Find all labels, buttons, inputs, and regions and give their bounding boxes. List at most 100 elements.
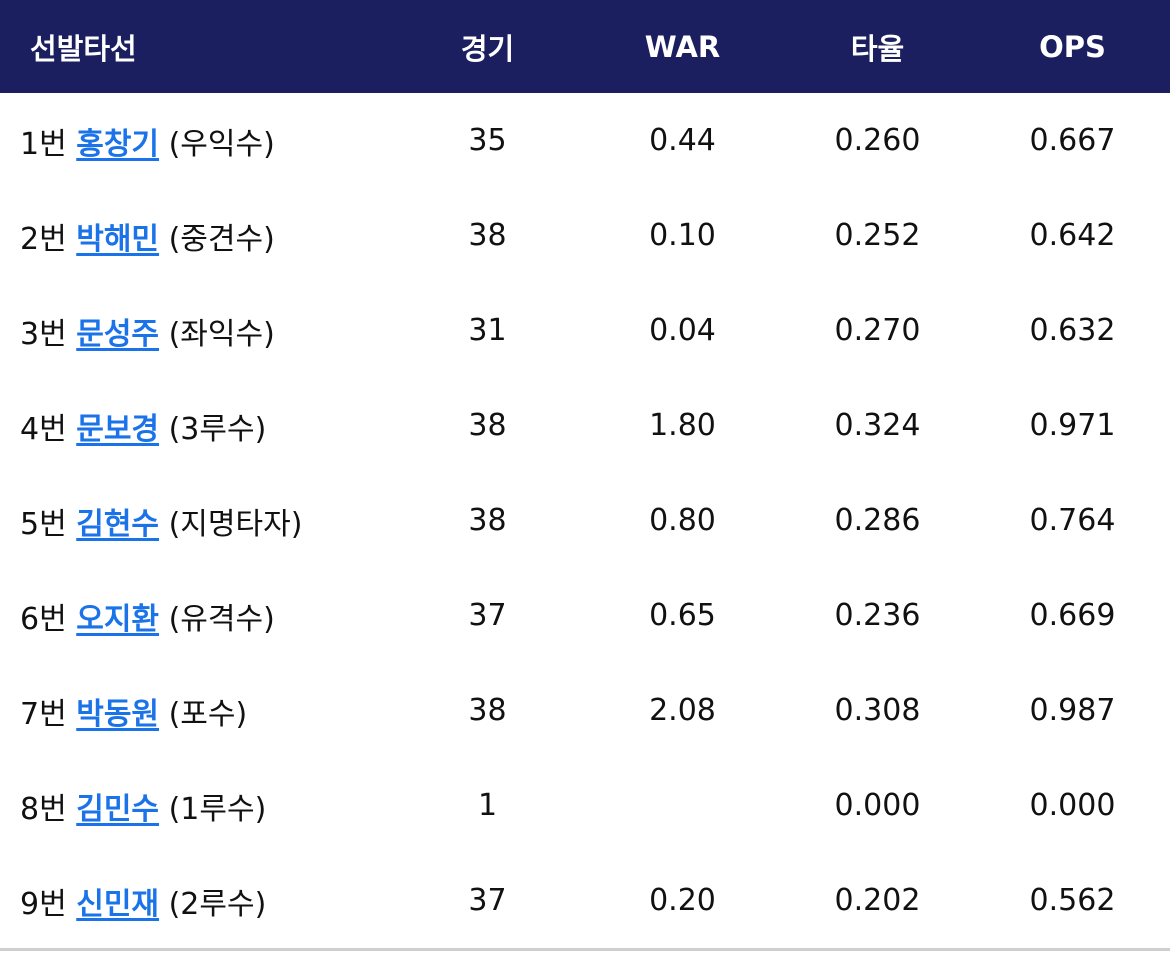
player-link[interactable]: 문성주 [76, 316, 160, 352]
stat-cell: 0.667 [975, 123, 1170, 158]
player-link[interactable]: 박동원 [76, 696, 160, 732]
stat-avg: 0.236 [834, 598, 921, 633]
stat-cell: 0.65 [585, 598, 780, 633]
stat-avg: 0.270 [834, 313, 921, 348]
stat-cell: 0.324 [780, 408, 975, 443]
header-cell: OPS [1039, 29, 1106, 64]
position: (1루수) [168, 791, 267, 827]
player-row: 5번 김현수 (지명타자) 38 0.80 0.286 0.764 [0, 473, 1170, 568]
player-row: 4번 문보경 (3루수) 38 1.80 0.324 0.971 [0, 378, 1170, 473]
stat-cell: 0.202 [780, 883, 975, 918]
header-cell: WAR [644, 29, 721, 64]
batting-order: 6번 [20, 601, 67, 637]
stat-avg: 0.286 [834, 503, 921, 538]
stat-cell: 38 [390, 408, 585, 443]
stat-cell: 35 [390, 123, 585, 158]
stat-ops: 0.000 [1029, 788, 1116, 823]
stat-cell: 0.04 [585, 313, 780, 348]
stat-cell: 37 [390, 883, 585, 918]
player-cell: 2번 박해민 (중견수) [0, 214, 390, 258]
stat-cell: 0.44 [585, 123, 780, 158]
stat-cell: 0.286 [780, 503, 975, 538]
player-link[interactable]: 신민재 [76, 886, 160, 922]
player-link[interactable]: 박해민 [76, 221, 160, 257]
stat-cell: 0.10 [585, 218, 780, 253]
stat-cell: 0.252 [780, 218, 975, 253]
stat-cell: 0.236 [780, 598, 975, 633]
player-link[interactable]: 김현수 [76, 506, 160, 542]
position: (유격수) [168, 601, 275, 637]
player-link[interactable]: 문보경 [76, 411, 160, 447]
player-cell: 7번 박동원 (포수) [0, 689, 390, 733]
stat-cell: 0.562 [975, 883, 1170, 918]
player-link[interactable]: 오지환 [76, 601, 160, 637]
player-row: 3번 문성주 (좌익수) 31 0.04 0.270 0.632 [0, 283, 1170, 378]
player-cell: 9번 신민재 (2루수) [0, 879, 390, 923]
stat-cell: 0.632 [975, 313, 1170, 348]
stat-cell: 2.08 [585, 693, 780, 728]
stat-cell: 37 [390, 598, 585, 633]
stat-war: 0.10 [649, 218, 716, 253]
stat-cell: 0.971 [975, 408, 1170, 443]
stat-ops: 0.987 [1029, 693, 1116, 728]
stat-games: 35 [468, 123, 507, 158]
stat-war: 2.08 [649, 693, 716, 728]
stat-ops: 0.632 [1029, 313, 1116, 348]
stat-avg: 0.252 [834, 218, 921, 253]
batting-order: 8번 [20, 791, 67, 827]
stat-war: 0.20 [649, 883, 716, 918]
stat-games: 38 [468, 693, 507, 728]
stat-avg: 0.324 [834, 408, 921, 443]
stat-war: 0.44 [649, 123, 716, 158]
stat-cell: 0.80 [585, 503, 780, 538]
player-cell: 3번 문성주 (좌익수) [0, 309, 390, 353]
stat-cell: 0.987 [975, 693, 1170, 728]
stat-cell: 0.764 [975, 503, 1170, 538]
player-row: 9번 신민재 (2루수) 37 0.20 0.202 0.562 [0, 853, 1170, 948]
stat-war: 1.80 [649, 408, 716, 443]
player-link[interactable]: 홍창기 [76, 126, 160, 162]
batting-order: 7번 [20, 696, 67, 732]
player-row: 1번 홍창기 (우익수) 35 0.44 0.260 0.667 [0, 93, 1170, 188]
player-row: 6번 오지환 (유격수) 37 0.65 0.236 0.669 [0, 568, 1170, 663]
batting-order: 1번 [20, 126, 67, 162]
player-cell: 1번 홍창기 (우익수) [0, 119, 390, 163]
stat-games: 38 [468, 408, 507, 443]
stat-games: 38 [468, 218, 507, 253]
stat-cell: 0.000 [780, 788, 975, 823]
stat-cell: 0.669 [975, 598, 1170, 633]
stat-war: 0.04 [649, 313, 716, 348]
stat-cell: 38 [390, 693, 585, 728]
stat-games: 37 [468, 883, 507, 918]
header-cell: 선발타선 [30, 31, 137, 66]
stat-cell: 0.642 [975, 218, 1170, 253]
stat-cell: 0.000 [975, 788, 1170, 823]
stat-cell: 0.260 [780, 123, 975, 158]
position: (지명타자) [168, 506, 303, 542]
stat-ops: 0.764 [1029, 503, 1116, 538]
player-row: 2번 박해민 (중견수) 38 0.10 0.252 0.642 [0, 188, 1170, 283]
position: (포수) [168, 696, 248, 732]
player-row: 8번 김민수 (1루수) 1 0.000 0.000 [0, 758, 1170, 853]
stat-games: 31 [468, 313, 507, 348]
stat-avg: 0.260 [834, 123, 921, 158]
player-link[interactable]: 김민수 [76, 791, 160, 827]
stat-war: 0.65 [649, 598, 716, 633]
stat-cell: 31 [390, 313, 585, 348]
player-cell: 8번 김민수 (1루수) [0, 784, 390, 828]
stat-avg: 0.308 [834, 693, 921, 728]
stat-avg: 0.202 [834, 883, 921, 918]
stat-games: 37 [468, 598, 507, 633]
stat-ops: 0.971 [1029, 408, 1116, 443]
player-cell: 6번 오지환 (유격수) [0, 594, 390, 638]
batting-order: 4번 [20, 411, 67, 447]
stat-cell: 38 [390, 218, 585, 253]
stat-games: 38 [468, 503, 507, 538]
position: (중견수) [168, 221, 275, 257]
stat-ops: 0.669 [1029, 598, 1116, 633]
stat-cell: 0.308 [780, 693, 975, 728]
batting-order: 5번 [20, 506, 67, 542]
stat-cell: 0.20 [585, 883, 780, 918]
position: (좌익수) [168, 316, 275, 352]
